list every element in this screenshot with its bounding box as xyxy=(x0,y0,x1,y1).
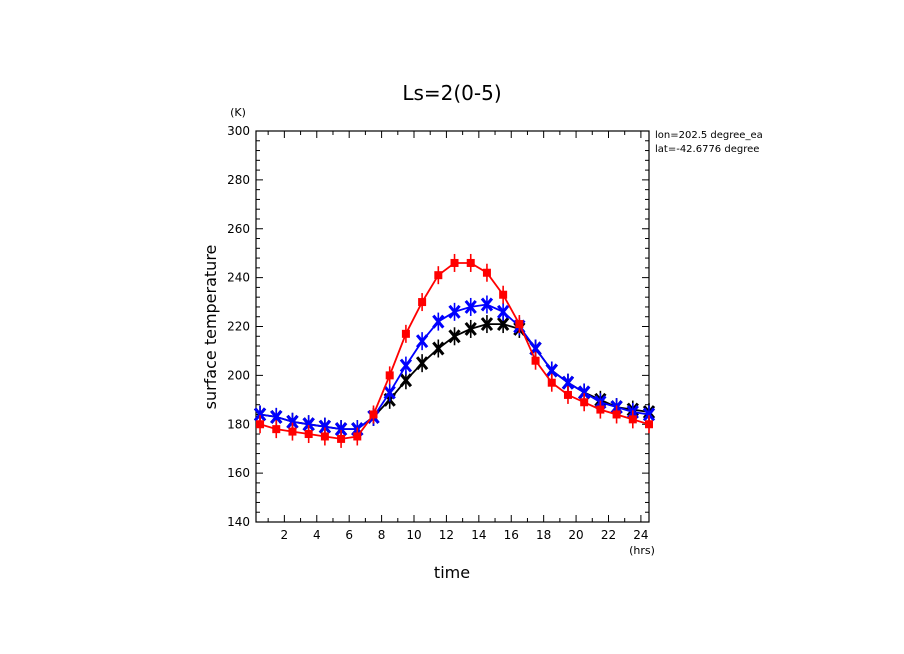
series-2-point xyxy=(304,430,313,439)
series-2-point xyxy=(288,427,297,436)
series-1-point xyxy=(286,414,299,429)
series-1-point xyxy=(561,375,575,390)
series-2-point xyxy=(337,434,346,443)
series-0-point xyxy=(432,341,445,356)
x-tick-label: 24 xyxy=(633,528,648,542)
series-2-point xyxy=(531,356,540,365)
series-1-point xyxy=(545,363,558,378)
series-2-point xyxy=(628,415,637,424)
series-1-point xyxy=(318,419,332,434)
series-0-point xyxy=(399,373,413,388)
series-0-point xyxy=(448,329,461,344)
series-2-point xyxy=(612,410,621,419)
chart-title: Ls=2(0-5) xyxy=(402,81,501,105)
series-1-point xyxy=(399,358,413,373)
x-tick-label: 12 xyxy=(439,528,454,542)
y-axis-label: surface temperature xyxy=(201,245,220,410)
series-1-point xyxy=(448,304,461,319)
y-tick-label: 160 xyxy=(227,466,250,480)
plot-frame xyxy=(255,130,650,523)
series-2-point xyxy=(563,390,572,399)
series-2-point xyxy=(466,258,475,267)
series-2-point xyxy=(353,432,362,441)
y-tick-label: 280 xyxy=(227,173,250,187)
series-2-point xyxy=(369,410,378,419)
series-2-point xyxy=(645,420,653,429)
annotation-lon: lon=202.5 degree_ea xyxy=(655,130,763,141)
series-2-point xyxy=(482,268,491,277)
x-tick-label: 22 xyxy=(601,528,616,542)
series-2-point xyxy=(418,298,427,307)
series-2-point xyxy=(320,432,329,441)
series-2-point xyxy=(434,271,443,280)
series-1-point xyxy=(464,299,477,314)
series-1-point xyxy=(642,407,656,422)
series-2-point xyxy=(596,405,605,414)
series-0-point xyxy=(496,317,510,332)
y-tick-label: 180 xyxy=(227,417,250,431)
series-2-point xyxy=(256,420,265,429)
series-0-point xyxy=(464,321,477,336)
series-1-point xyxy=(578,385,591,400)
series-line-2 xyxy=(259,262,650,440)
x-tick-label: 16 xyxy=(504,528,519,542)
y-tick-label: 220 xyxy=(227,320,250,334)
x-tick-label: 4 xyxy=(313,528,321,542)
series-1-point xyxy=(496,304,510,319)
y-tick-label: 240 xyxy=(227,271,250,285)
series-2-point xyxy=(385,371,394,380)
series-1-point xyxy=(480,297,494,312)
series-2-point xyxy=(272,425,281,434)
series-1-point xyxy=(432,314,445,329)
series-1-point xyxy=(334,422,348,437)
y-unit-label: (K) xyxy=(230,106,246,119)
series-1-point xyxy=(302,417,315,432)
x-axis-label: time xyxy=(434,563,470,582)
series-0-point xyxy=(415,356,429,371)
series-1-point xyxy=(415,334,429,349)
annotation-lat: lat=-42.6776 degree xyxy=(655,144,759,155)
series-2-point xyxy=(401,329,410,338)
series-1-point xyxy=(383,385,396,400)
x-tick-label: 2 xyxy=(281,528,289,542)
x-tick-label: 20 xyxy=(568,528,583,542)
y-tick-label: 200 xyxy=(227,368,250,382)
series-2-point xyxy=(515,320,524,329)
y-tick-label: 260 xyxy=(227,222,250,236)
series-2-point xyxy=(547,378,556,387)
y-tick-label: 300 xyxy=(227,124,250,138)
x-tick-label: 18 xyxy=(536,528,551,542)
series-2-point xyxy=(499,290,508,299)
series-line-1 xyxy=(259,303,650,431)
series-2-point xyxy=(450,258,459,267)
x-unit-label: (hrs) xyxy=(629,544,655,557)
series-0-point xyxy=(480,317,494,332)
series-1-point xyxy=(270,409,283,424)
series-2-point xyxy=(580,398,589,407)
x-tick-label: 10 xyxy=(406,528,421,542)
x-tick-label: 6 xyxy=(345,528,353,542)
x-tick-label: 14 xyxy=(471,528,486,542)
series-1-point xyxy=(253,407,267,422)
y-tick-label: 140 xyxy=(227,515,250,529)
x-tick-label: 8 xyxy=(378,528,386,542)
